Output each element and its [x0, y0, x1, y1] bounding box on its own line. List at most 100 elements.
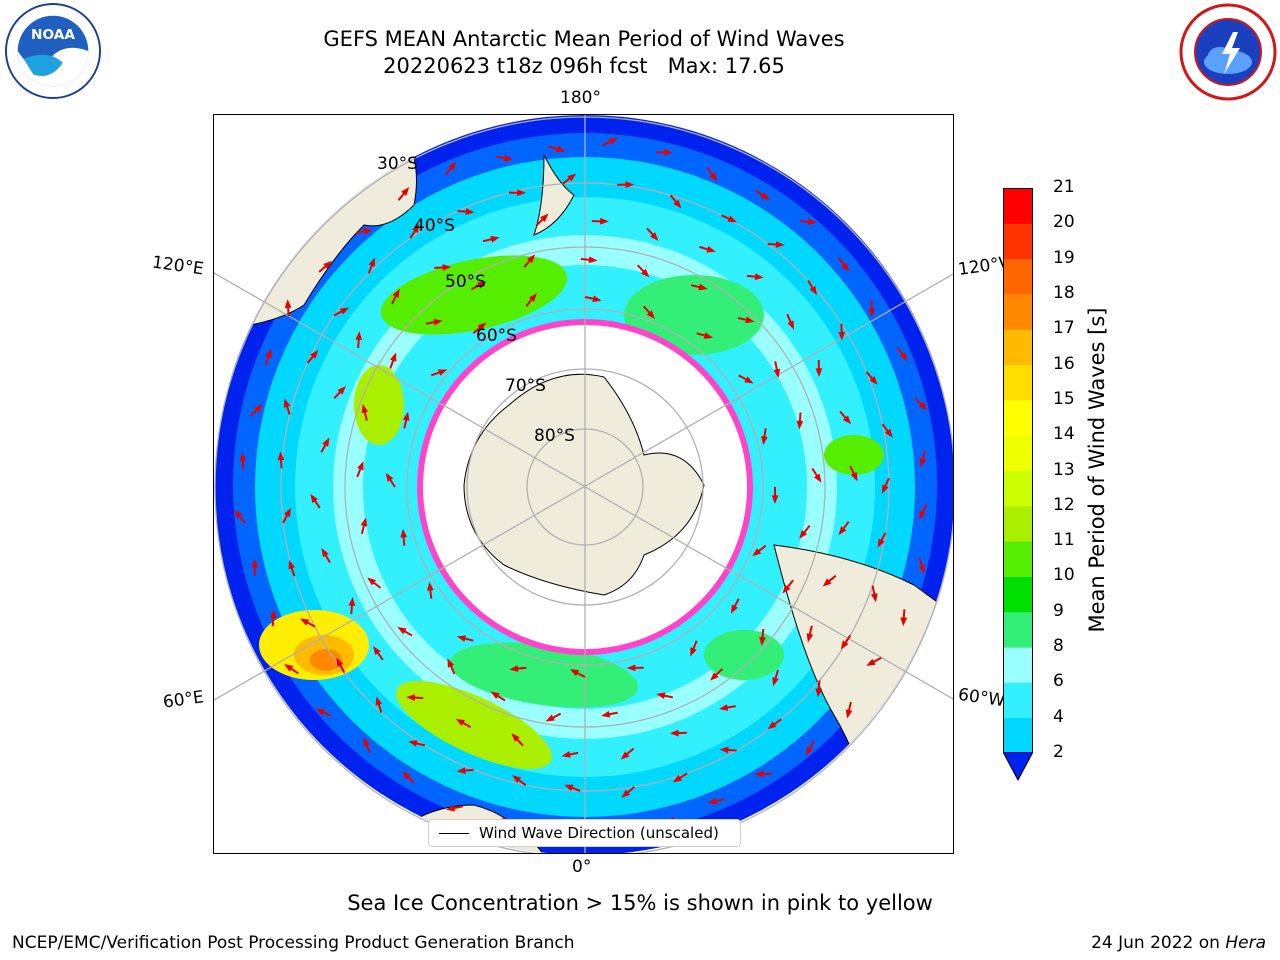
- wind-arrow-head: [806, 633, 814, 643]
- wind-arrow-head: [845, 709, 853, 719]
- sea-ice-note: Sea Ice Concentration > 15% is shown in …: [347, 891, 933, 915]
- wind-arrow-head: [815, 688, 823, 698]
- wind-arrow-head: [277, 451, 285, 461]
- colorbar-segment: [1003, 329, 1033, 366]
- wind-arrow-head: [446, 804, 456, 812]
- wind-arrow-head: [336, 657, 344, 667]
- chart-subtitle: 20220623 t18z 096h fcst Max: 17.65: [383, 54, 785, 78]
- wind-arrow-head: [412, 223, 420, 234]
- lon-label-60e: 60°E: [161, 687, 206, 713]
- wind-arrow-head: [669, 729, 679, 737]
- wind-arrow-head: [710, 672, 719, 681]
- colorbar-tick-label: 20: [1053, 212, 1075, 233]
- wind-arrow-head: [868, 308, 876, 318]
- wind-arrow-head: [400, 528, 408, 538]
- wind-arrow-head: [337, 385, 346, 395]
- wind-arrow-head: [490, 236, 500, 243]
- wind-arrow-head: [321, 547, 329, 558]
- colorbar-tick-label: 9: [1053, 600, 1064, 621]
- colorbar-label: Mean Period of Wind Waves [s]: [1085, 307, 1109, 633]
- wind-arrow-head: [456, 767, 466, 774]
- wind-arrow-head: [771, 495, 779, 504]
- colorbar-tick-label: 11: [1053, 530, 1075, 551]
- map-panel: 30°S 40°S 50°S 60°S 70°S 80°S Wind Wave …: [213, 114, 954, 854]
- wind-arrow-head: [709, 172, 718, 182]
- wind-arrow-head: [447, 658, 455, 668]
- wind-arrow-head: [870, 593, 878, 603]
- wind-arrow-head: [775, 241, 785, 248]
- colorbar-tick-label: 18: [1053, 282, 1075, 303]
- wind-arrow-head: [456, 635, 467, 642]
- wind-arrow-head: [719, 746, 729, 754]
- wind-arrow-head: [234, 509, 243, 519]
- wind-direction-arrows: [234, 137, 928, 832]
- footer-credit: NCEP/EMC/Verification Post Processing Pr…: [12, 933, 575, 953]
- wind-arrow-head: [426, 581, 434, 591]
- wind-arrow-head: [357, 461, 364, 471]
- wind-arrow-head: [254, 404, 263, 413]
- wind-arrow-head: [455, 718, 465, 727]
- wind-arrow-head: [361, 404, 369, 414]
- wind-arrow-head: [799, 529, 808, 539]
- colorbar-segment: [1003, 188, 1033, 224]
- colorbar-segment: [1003, 399, 1033, 436]
- wind-arrow-head: [918, 510, 926, 520]
- footer-date-text: 24 Jun 2022 on: [1091, 933, 1226, 953]
- wind-arrow-head: [899, 352, 908, 362]
- wind-arrow-head: [745, 316, 755, 324]
- map-legend: Wind Wave Direction (unscaled): [428, 819, 741, 847]
- wind-arrow-head: [900, 617, 908, 627]
- wind-arrow-head: [397, 627, 407, 635]
- wind-arrow-head: [367, 577, 377, 586]
- colorbar-segment: [1003, 611, 1033, 648]
- wind-arrow-head: [754, 273, 764, 281]
- wind-arrow-head: [744, 376, 754, 384]
- lat-label-40s: 40°S: [414, 216, 455, 236]
- wind-arrow-head: [564, 784, 574, 792]
- wind-arrow-head: [528, 293, 537, 302]
- colorbar-tick-label: 6: [1053, 671, 1064, 692]
- wind-arrow-head: [838, 331, 846, 341]
- colorbar-tick-label: 19: [1053, 247, 1075, 268]
- wind-arrow-head: [809, 285, 818, 296]
- wind-arrow-head: [408, 740, 418, 747]
- wind-arrow-head: [239, 452, 247, 462]
- wind-arrow-head: [490, 691, 500, 699]
- wind-arrow-head: [539, 213, 549, 223]
- colorbar-segment: [1003, 258, 1033, 295]
- wind-arrow-head: [569, 669, 580, 677]
- wind-arrow-head: [706, 246, 716, 253]
- wind-arrow-head: [805, 746, 813, 756]
- wind-arrow-head: [300, 618, 310, 626]
- wind-arrow-head: [752, 548, 762, 557]
- wind-arrow-head: [360, 517, 368, 527]
- wind-arrow-head: [401, 187, 410, 196]
- colorbar-segment: [1003, 717, 1033, 753]
- wind-arrow-head: [840, 640, 849, 650]
- wind-arrow-head: [392, 288, 400, 299]
- lat-label-50s: 50°S: [445, 272, 486, 292]
- wind-arrow-head: [815, 368, 823, 377]
- wind-arrow-head: [561, 751, 571, 758]
- lat-label-30s: 30°S: [377, 154, 418, 174]
- wind-arrow-head: [283, 398, 291, 408]
- wind-arrow-head: [389, 352, 397, 362]
- colorbar-tick-label: 10: [1053, 565, 1075, 586]
- wind-arrow-head: [841, 262, 850, 272]
- wind-arrow-head: [527, 254, 536, 264]
- legend-line-swatch: [439, 833, 469, 834]
- colorbar-tick-label: 8: [1053, 636, 1064, 657]
- colorbar-segment: [1003, 293, 1033, 330]
- wind-arrow-head: [869, 376, 878, 385]
- wind-arrow-head: [822, 578, 832, 587]
- polar-map: 30°S 40°S 50°S 60°S 70°S 80°S: [214, 115, 953, 853]
- footer-date: 24 Jun 2022 on Hera: [1091, 933, 1266, 953]
- antarctica-landmass: [463, 373, 705, 596]
- wind-arrow-head: [283, 507, 291, 518]
- new-zealand-landmass: [533, 154, 575, 236]
- wind-arrow-head: [730, 604, 738, 614]
- wind-arrow-head: [813, 473, 822, 483]
- wind-arrow-head: [322, 437, 330, 447]
- wind-arrow-head: [402, 411, 410, 421]
- colorbar-tick-label: 4: [1053, 706, 1064, 727]
